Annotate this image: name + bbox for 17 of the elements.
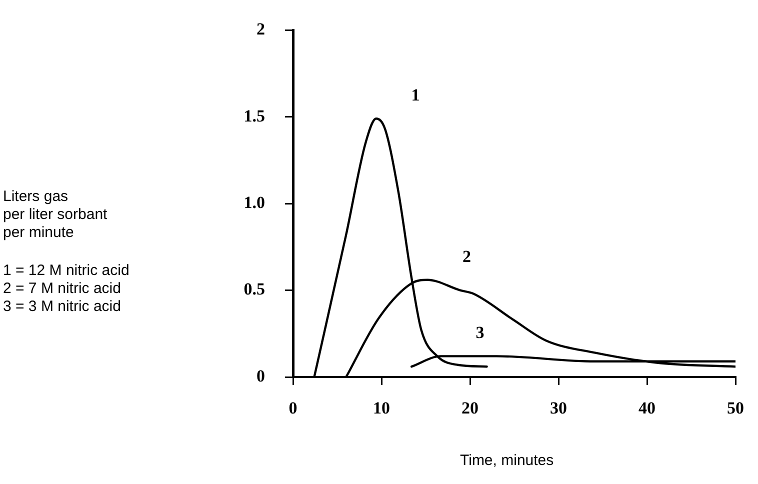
text: Liters gas per liter sorbant per minute [3, 188, 108, 242]
y-tick-label: 0.5 [244, 280, 265, 299]
y-tick-label: 2 [256, 20, 265, 39]
y-tick-label: 1.0 [244, 192, 265, 212]
x-tick-label: 40 [638, 398, 656, 418]
x-axis-title: Time, minutes [460, 452, 554, 470]
y-tick-label: 1.5 [244, 106, 265, 126]
x-tick-label: 20 [462, 398, 478, 418]
text: 1 [411, 86, 420, 105]
series-label: 2 [462, 246, 472, 266]
x-tick-label: 30 [550, 398, 567, 418]
text: 1 = 12 M nitric acid 2 = 7 M nitric acid 3 = 3 M nitric acid [3, 262, 130, 316]
x-tick-label: 10 [373, 398, 390, 418]
x-tick-label: 0 [288, 398, 298, 418]
y-tick-label: 0 [256, 366, 265, 386]
x-tick-label: 50 [727, 398, 744, 418]
series-label: 3 [476, 323, 484, 342]
